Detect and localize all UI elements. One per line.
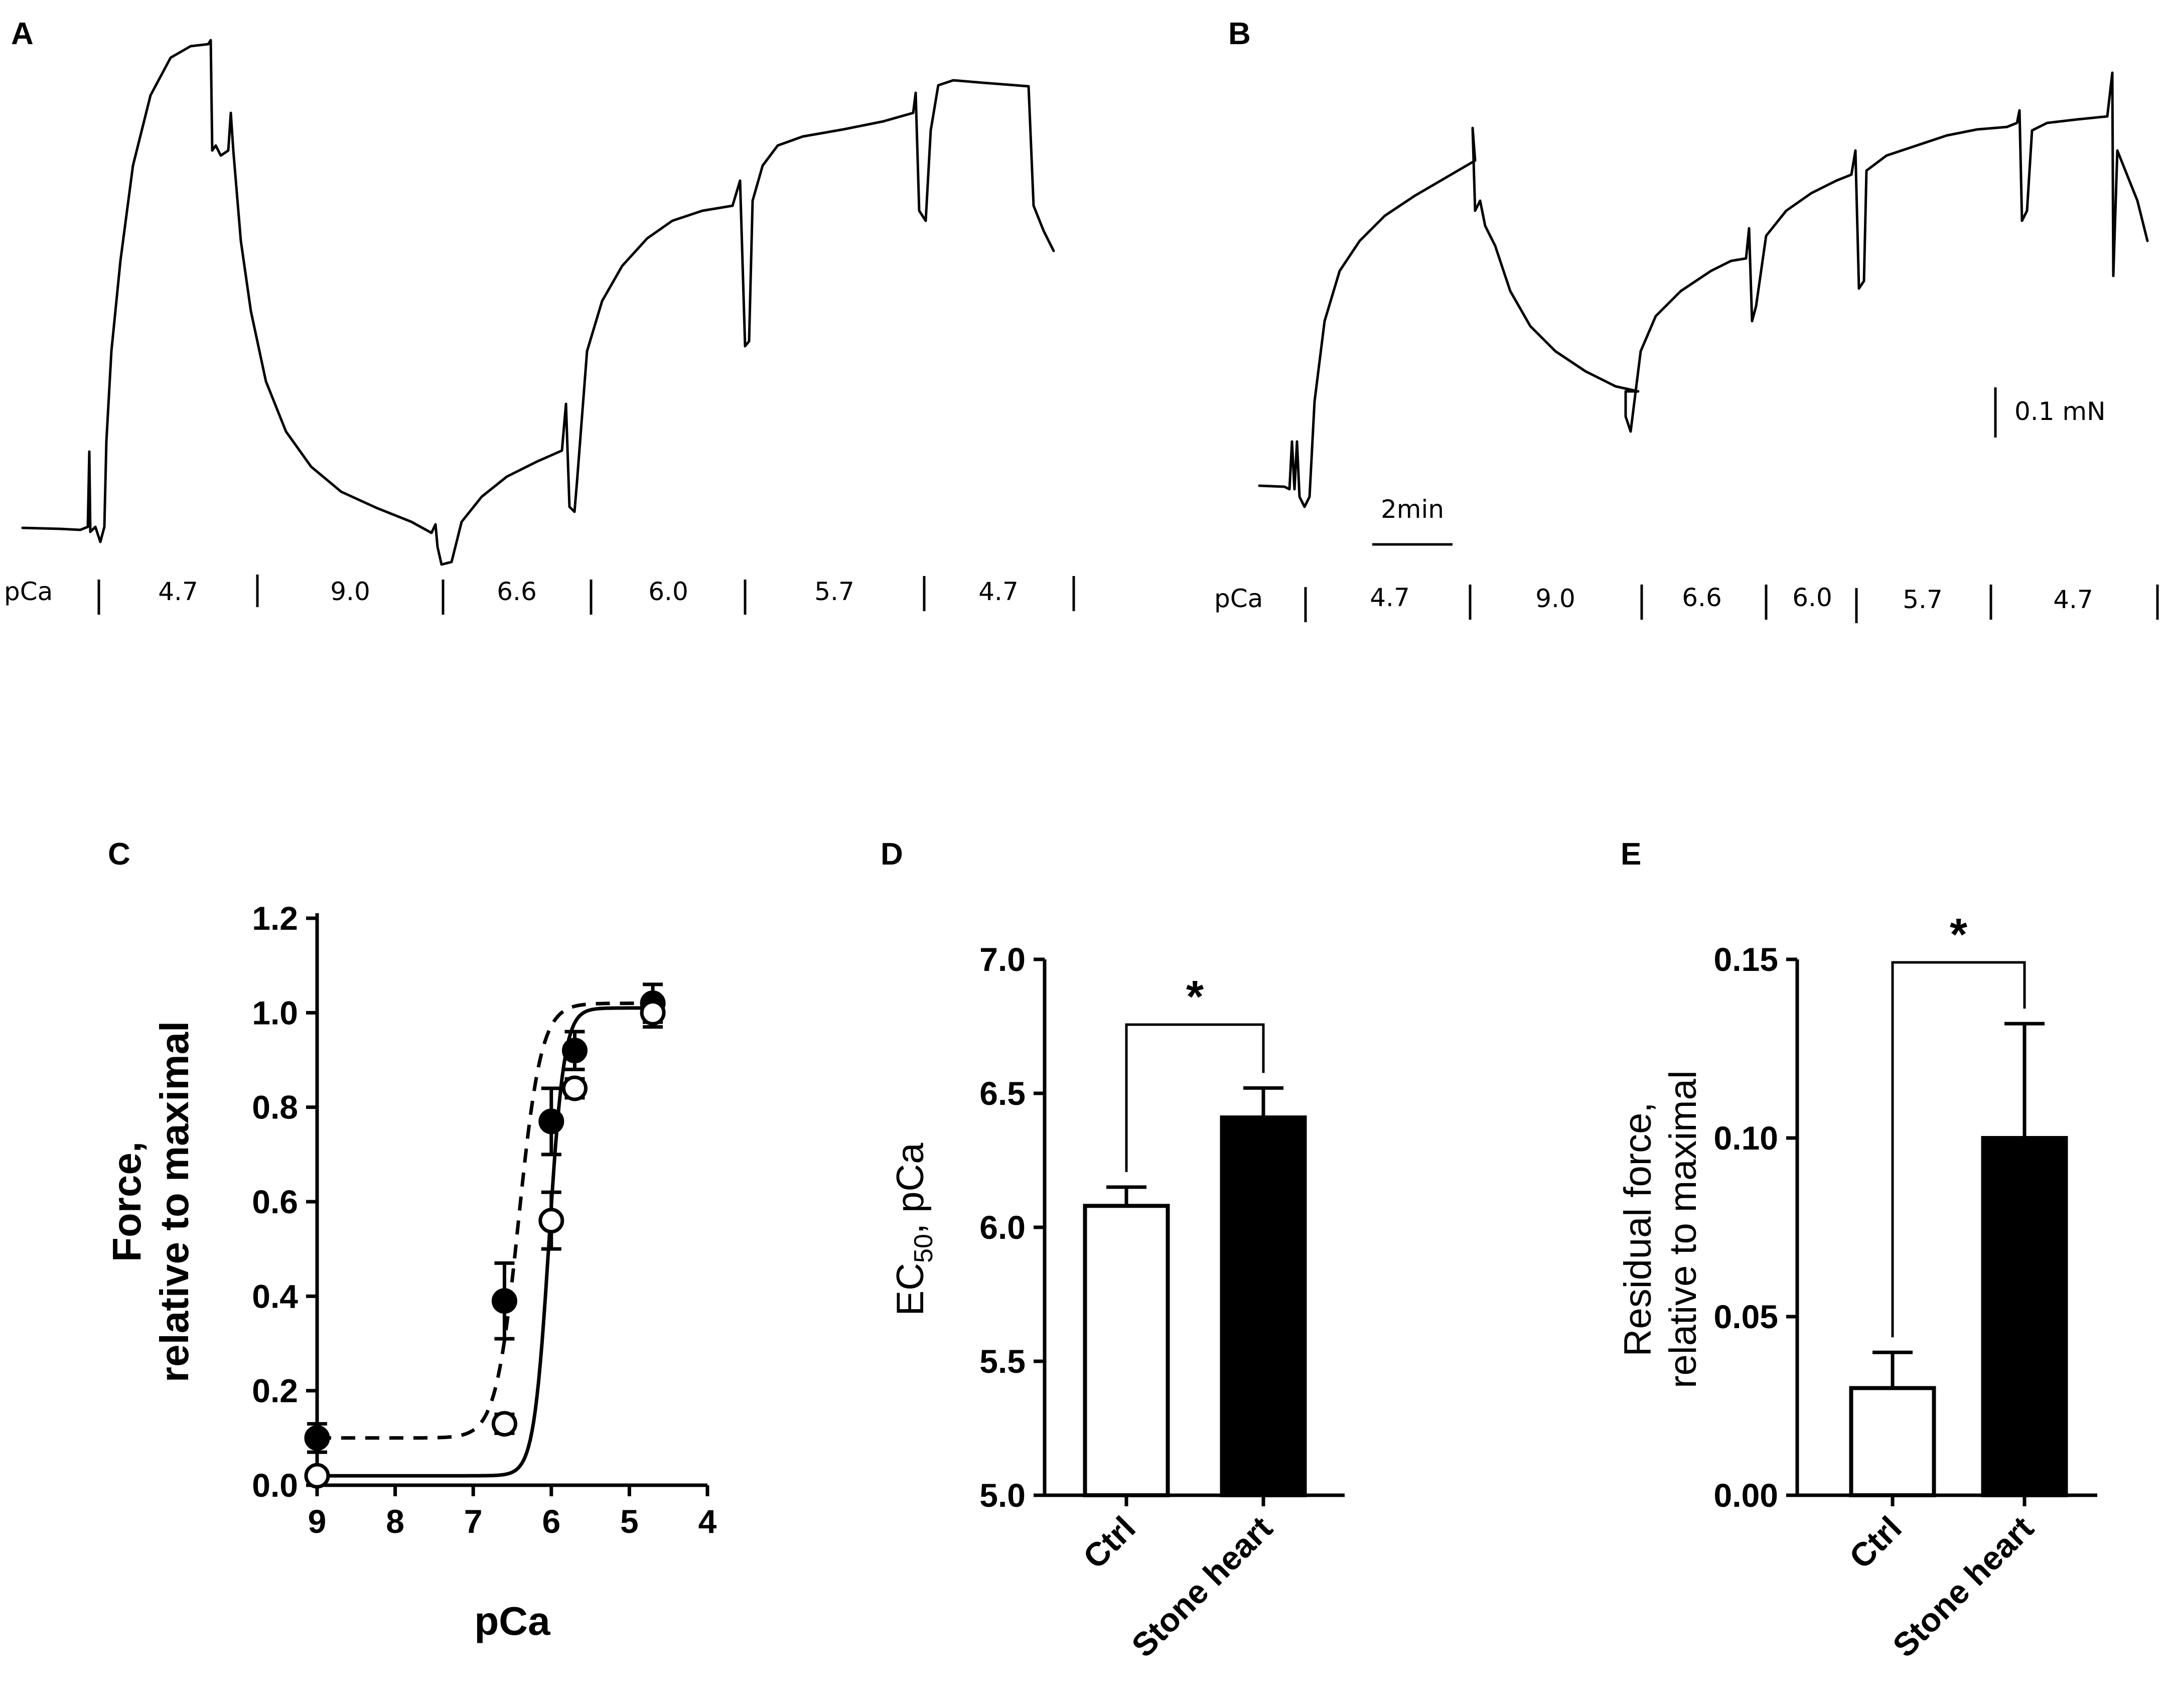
x-tick-label: 7 bbox=[464, 1503, 483, 1540]
pca-label-a: pCa bbox=[4, 577, 53, 606]
segment-separators-b bbox=[1304, 585, 2159, 623]
y-axis-title: Residual force,relative to maximal bbox=[1617, 1070, 1704, 1388]
y-tick-label: 5.5 bbox=[979, 1343, 1026, 1380]
time-scale-bar: 2min bbox=[1372, 495, 1453, 546]
segment-label: 4.7 bbox=[1370, 583, 1410, 612]
y-tick-label: 0.05 bbox=[1714, 1298, 1778, 1335]
significance-bracket bbox=[1891, 961, 2026, 1338]
y-tick-label: 6.5 bbox=[979, 1075, 1026, 1112]
y-tick-label: 0.4 bbox=[252, 1277, 298, 1315]
force-scale-bar: 0.1 mN bbox=[1994, 387, 2106, 438]
segment-label: 6.0 bbox=[1792, 583, 1832, 612]
y-axis-title-line1: Residual force, bbox=[1617, 1102, 1659, 1357]
x-tick-label: 9 bbox=[308, 1503, 327, 1540]
ctrl-fit-curve bbox=[317, 1006, 653, 1478]
y-axis-title-sub: 50 bbox=[909, 1234, 938, 1263]
y-tick-label: 0.15 bbox=[1714, 941, 1778, 978]
segment-label: 6.6 bbox=[497, 577, 537, 606]
segment-label: 5.7 bbox=[814, 577, 854, 606]
ctrl-bar bbox=[1083, 1204, 1170, 1497]
segment-label: 4.7 bbox=[978, 577, 1019, 606]
y-tick-label: 6.0 bbox=[979, 1209, 1026, 1246]
segment-label: 5.7 bbox=[1903, 585, 1943, 614]
stone-heart-bar bbox=[1981, 1136, 2068, 1497]
panel-label-c: C bbox=[108, 837, 130, 872]
stone-heart-fit-curve bbox=[317, 1002, 653, 1440]
pca-label-b: pCa bbox=[1214, 584, 1263, 613]
segment-separators-a bbox=[97, 575, 1075, 615]
ctrl-point bbox=[640, 1000, 666, 1026]
x-tick-label: Stone heart bbox=[1886, 1509, 2041, 1664]
x-tick-label: Ctrl bbox=[1842, 1509, 1909, 1576]
significance-star: * bbox=[1950, 910, 1967, 960]
force-scale-label: 0.1 mN bbox=[2014, 397, 2106, 426]
segment-label: 9.0 bbox=[330, 577, 370, 606]
segment-label: 6.0 bbox=[648, 577, 688, 606]
y-tick-label: 0.2 bbox=[252, 1372, 298, 1409]
y-axis-title-rest: , pCa bbox=[889, 1143, 932, 1234]
y-axis-title: EC50, pCa bbox=[889, 1143, 938, 1316]
segment-label: 9.0 bbox=[1535, 584, 1575, 613]
ctrl-point bbox=[538, 1208, 564, 1234]
segment-label: 4.7 bbox=[2053, 585, 2093, 614]
ctrl-bar bbox=[1849, 1386, 1936, 1497]
x-tick-label: 4 bbox=[698, 1503, 717, 1540]
y-tick-label: 0.6 bbox=[252, 1183, 298, 1220]
segment-label: 4.7 bbox=[158, 577, 198, 606]
stone-heart-point bbox=[491, 1288, 517, 1314]
pca-force-chart: 0.0 0.2 0.4 0.6 0.8 1.0 1.2 9 8 7 6 5 4 pCa Force,rela… bbox=[104, 900, 717, 1643]
y-axis-title-ec: EC bbox=[889, 1263, 932, 1316]
x-tick-label: Stone heart bbox=[1124, 1509, 1279, 1664]
y-axis-title: Force,relative to maximal bbox=[104, 1021, 197, 1382]
y-tick-label: 0.8 bbox=[252, 1089, 298, 1126]
ctrl-point bbox=[304, 1463, 330, 1489]
stone-heart-point bbox=[304, 1425, 330, 1451]
y-tick-label: 0.00 bbox=[1714, 1477, 1778, 1514]
y-tick-label: 1.0 bbox=[252, 994, 298, 1031]
segment-labels-b: 4.7 9.0 6.6 6.0 5.7 4.7 bbox=[1370, 583, 2093, 614]
stone-heart-point bbox=[538, 1108, 564, 1134]
time-scale-label: 2min bbox=[1381, 495, 1444, 524]
x-axis-title: pCa bbox=[474, 1599, 550, 1643]
x-tick-label: 8 bbox=[386, 1503, 404, 1540]
panel-label-d: D bbox=[881, 837, 903, 872]
segment-labels-a: 4.7 9.0 6.6 6.0 5.7 4.7 bbox=[158, 577, 1019, 606]
x-tick-label: 5 bbox=[620, 1503, 639, 1540]
y-tick-label: 7.0 bbox=[979, 941, 1026, 978]
y-axis-title-line1: Force, bbox=[104, 1142, 149, 1262]
y-tick-label: 0.10 bbox=[1714, 1119, 1778, 1157]
ctrl-point bbox=[491, 1411, 517, 1437]
panel-label-e: E bbox=[1621, 837, 1641, 872]
panel-label-b: B bbox=[1228, 17, 1251, 51]
panel-label-a: A bbox=[11, 17, 34, 51]
stone-heart-bar bbox=[1220, 1115, 1307, 1498]
x-tick-label: Ctrl bbox=[1076, 1509, 1142, 1576]
force-trace-a bbox=[21, 39, 1055, 566]
y-axis-title-line2: relative to maximal bbox=[1662, 1070, 1704, 1388]
segment-label: 6.6 bbox=[1682, 583, 1722, 612]
y-tick-label: 5.0 bbox=[979, 1477, 1026, 1514]
force-trace-b bbox=[1258, 71, 2149, 508]
y-tick-label: 0.0 bbox=[252, 1467, 298, 1504]
y-axis-title-line2: relative to maximal bbox=[152, 1021, 197, 1382]
ctrl-point bbox=[561, 1075, 588, 1101]
significance-bracket bbox=[1125, 1023, 1265, 1172]
x-tick-label: 6 bbox=[542, 1503, 560, 1540]
y-tick-label: 1.2 bbox=[252, 900, 298, 937]
significance-star: * bbox=[1186, 972, 1204, 1022]
stone-heart-point bbox=[561, 1038, 588, 1064]
